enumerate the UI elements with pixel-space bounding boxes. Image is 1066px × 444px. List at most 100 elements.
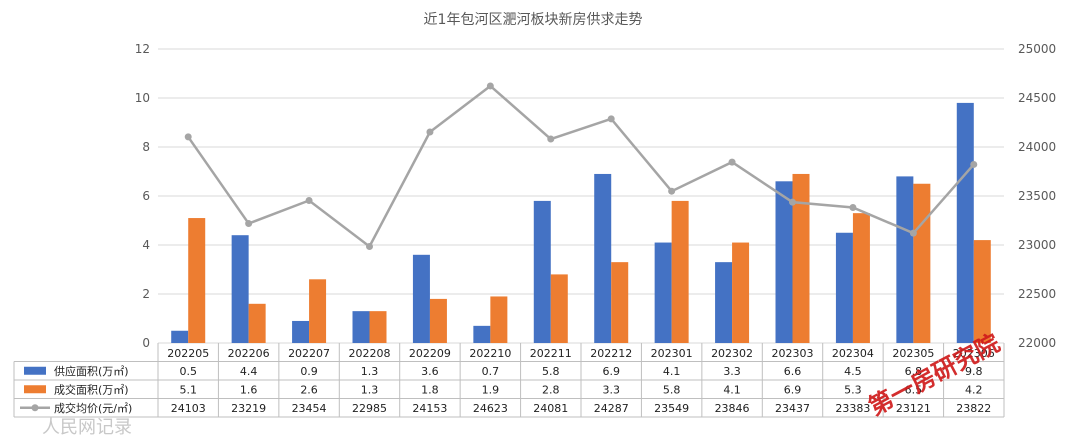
category-label: 202306 bbox=[953, 347, 995, 360]
table-cell: 1.8 bbox=[421, 383, 439, 396]
price-point bbox=[547, 135, 555, 143]
series-label: 供应面积(万㎡) bbox=[54, 364, 129, 378]
table-cell: 0.5 bbox=[179, 365, 197, 378]
right-tick-label: 22500 bbox=[1018, 287, 1056, 301]
supply-bar bbox=[956, 102, 974, 344]
sales-bar bbox=[248, 303, 266, 343]
supply-bar bbox=[292, 320, 310, 343]
sales-bar bbox=[792, 173, 810, 343]
table-cell: 23454 bbox=[292, 402, 327, 415]
table-cell: 24153 bbox=[412, 402, 447, 415]
sales-bar bbox=[611, 262, 629, 343]
table-cell: 4.5 bbox=[844, 365, 862, 378]
table-cell: 0.7 bbox=[482, 365, 500, 378]
right-tick-label: 24500 bbox=[1018, 91, 1056, 105]
sales-bar bbox=[490, 296, 508, 343]
category-label: 202304 bbox=[832, 347, 874, 360]
sales-bar bbox=[429, 298, 447, 343]
table-cell: 23822 bbox=[956, 402, 991, 415]
sales-bar bbox=[913, 183, 931, 343]
left-tick-label: 4 bbox=[142, 238, 150, 252]
table-cell: 2.8 bbox=[542, 383, 560, 396]
table-cell: 24103 bbox=[171, 402, 206, 415]
price-line bbox=[184, 82, 978, 250]
table-cell: 5.8 bbox=[663, 383, 681, 396]
grid-lines bbox=[158, 48, 1004, 344]
right-tick-label: 24000 bbox=[1018, 140, 1056, 154]
watermark-grey: 人民网记录 bbox=[42, 417, 132, 438]
table-cell: 5.8 bbox=[542, 365, 560, 378]
category-label: 202207 bbox=[288, 347, 330, 360]
price-point bbox=[486, 82, 494, 90]
sales-bar bbox=[550, 274, 568, 343]
table-cell: 23219 bbox=[231, 402, 266, 415]
table-cell: 6.8 bbox=[905, 365, 923, 378]
table-cell: 1.3 bbox=[361, 383, 379, 396]
series-label: 成交均价(元/㎡) bbox=[54, 401, 132, 415]
table-cell: 24081 bbox=[533, 402, 568, 415]
table-cell: 5.1 bbox=[179, 383, 197, 396]
category-label: 202211 bbox=[530, 347, 572, 360]
table-cell: 0.9 bbox=[300, 365, 318, 378]
table-cell: 24623 bbox=[473, 402, 508, 415]
price-point bbox=[909, 229, 917, 237]
supply-bar bbox=[715, 262, 733, 343]
left-tick-label: 0 bbox=[142, 336, 150, 350]
category-label: 202303 bbox=[772, 347, 814, 360]
left-tick-label: 6 bbox=[142, 189, 150, 203]
price-point bbox=[728, 158, 736, 166]
right-axis-ticks: 22000 22500 23000 23500 24000 24500 25000 bbox=[1018, 42, 1056, 350]
table-cell: 23383 bbox=[835, 402, 870, 415]
chart-title: 近1年包河区淝河板块新房供求走势 bbox=[424, 12, 643, 28]
table-cell: 2.6 bbox=[300, 383, 318, 396]
category-label: 202210 bbox=[469, 347, 511, 360]
price-point bbox=[426, 128, 434, 136]
table-cell: 23437 bbox=[775, 402, 810, 415]
price-point bbox=[245, 220, 253, 228]
supply-bar bbox=[473, 325, 491, 343]
category-label: 202209 bbox=[409, 347, 451, 360]
legend-key bbox=[24, 385, 46, 394]
table-cell: 1.3 bbox=[361, 365, 379, 378]
left-tick-label: 2 bbox=[142, 287, 150, 301]
table-cell: 6.6 bbox=[784, 365, 802, 378]
legend-key bbox=[24, 366, 46, 375]
right-tick-label: 22000 bbox=[1018, 336, 1056, 350]
table-cell: 4.1 bbox=[723, 383, 741, 396]
category-label: 202205 bbox=[167, 347, 209, 360]
table-cell: 5.3 bbox=[844, 383, 862, 396]
supply-bar bbox=[171, 330, 189, 343]
table-cell: 9.8 bbox=[965, 365, 983, 378]
supply-bar bbox=[352, 311, 370, 343]
price-point bbox=[184, 133, 192, 141]
price-point bbox=[668, 187, 676, 195]
table-cell: 1.6 bbox=[240, 383, 258, 396]
left-tick-label: 12 bbox=[135, 42, 150, 56]
table-cell: 6.9 bbox=[784, 383, 802, 396]
price-point bbox=[849, 203, 857, 211]
supply-bar bbox=[231, 235, 249, 343]
table-cell: 3.6 bbox=[421, 365, 439, 378]
supply-bar bbox=[835, 232, 853, 343]
supply-bar bbox=[775, 181, 793, 343]
supply-bar bbox=[533, 200, 551, 343]
supply-bar bbox=[896, 176, 914, 343]
sales-bar bbox=[369, 311, 387, 343]
supply-bar bbox=[594, 173, 612, 343]
bars bbox=[171, 102, 991, 344]
category-label: 202302 bbox=[711, 347, 753, 360]
price-point bbox=[607, 115, 615, 123]
category-label: 202212 bbox=[590, 347, 632, 360]
data-table: 202205 202206 202207 202208 202209 202210 2022… bbox=[13, 343, 1005, 418]
sales-bar bbox=[671, 200, 689, 343]
category-label: 202206 bbox=[228, 347, 270, 360]
table-cell: 4.2 bbox=[965, 383, 983, 396]
supply-bar bbox=[412, 254, 430, 343]
table-cell: 24287 bbox=[594, 402, 629, 415]
table-cell: 6.5 bbox=[905, 383, 923, 396]
sales-bar bbox=[732, 242, 750, 343]
table-cell: 1.9 bbox=[482, 383, 500, 396]
price-point bbox=[789, 198, 796, 206]
